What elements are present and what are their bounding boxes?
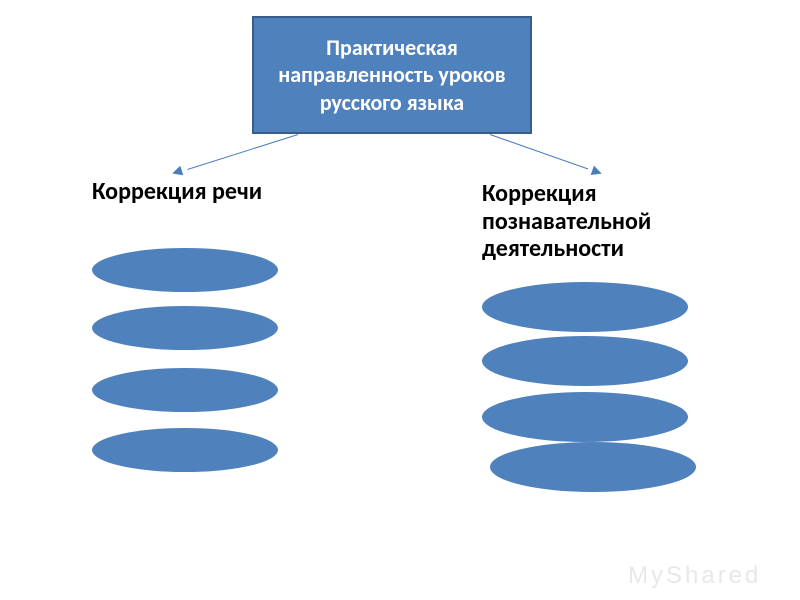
branch-label-left: Коррекция речи bbox=[92, 178, 292, 206]
branch-label-right: Коррекция познавательной деятельности bbox=[482, 180, 742, 263]
oval-item bbox=[482, 392, 688, 442]
oval-item bbox=[482, 282, 688, 332]
oval-item bbox=[490, 442, 696, 492]
arrow-line bbox=[187, 134, 298, 170]
root-title-text: Практическая направленность уроков русск… bbox=[262, 34, 522, 117]
oval-item bbox=[482, 336, 688, 386]
arrow-head-icon bbox=[591, 166, 604, 179]
watermark-text: MyShared bbox=[628, 562, 761, 590]
oval-item bbox=[92, 428, 278, 472]
oval-item bbox=[92, 306, 278, 350]
oval-item bbox=[92, 248, 278, 292]
oval-item bbox=[92, 368, 278, 412]
arrow-line bbox=[490, 134, 589, 170]
root-title-box: Практическая направленность уроков русск… bbox=[252, 16, 532, 134]
